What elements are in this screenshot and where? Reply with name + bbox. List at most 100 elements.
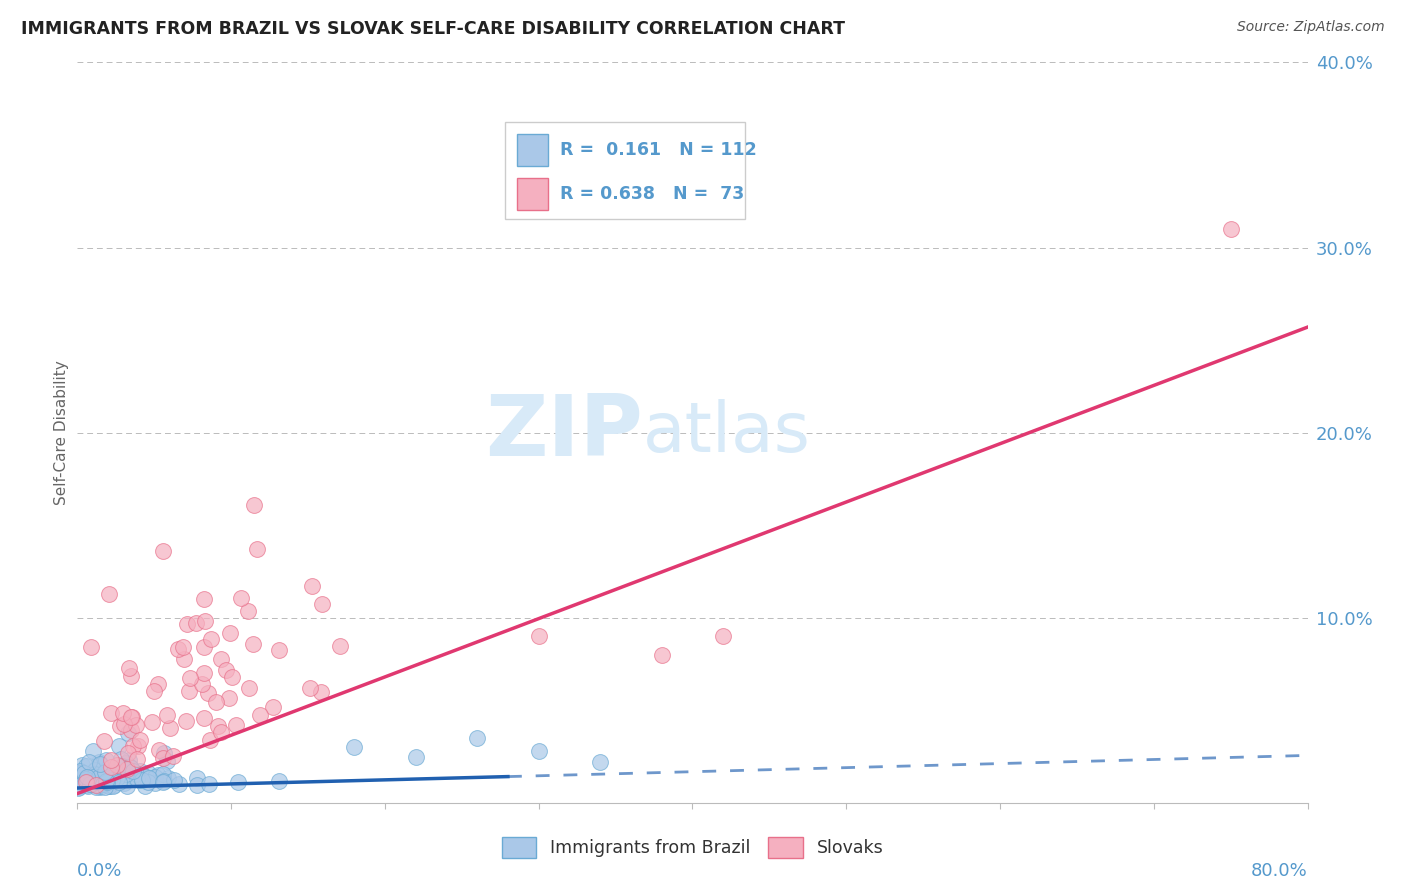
Point	[128, 772, 150, 787]
Point	[89, 758, 111, 772]
Point	[120, 710, 142, 724]
Point	[94, 765, 117, 780]
Point	[82, 773, 104, 788]
Point	[173, 652, 195, 666]
Point	[246, 542, 269, 557]
Point	[120, 669, 142, 683]
Point	[70, 758, 93, 772]
Point	[200, 632, 222, 647]
Point	[194, 614, 217, 628]
Point	[125, 767, 148, 781]
Point	[101, 772, 124, 787]
Point	[176, 616, 198, 631]
Point	[84, 780, 107, 794]
Point	[267, 642, 290, 657]
Point	[167, 641, 190, 656]
Point	[118, 753, 141, 767]
Text: IMMIGRANTS FROM BRAZIL VS SLOVAK SELF-CARE DISABILITY CORRELATION CHART: IMMIGRANTS FROM BRAZIL VS SLOVAK SELF-CA…	[21, 20, 845, 37]
Point	[219, 626, 242, 640]
Point	[91, 771, 114, 785]
Point	[67, 779, 90, 793]
Text: Source: ZipAtlas.com: Source: ZipAtlas.com	[1237, 20, 1385, 34]
Point	[127, 752, 149, 766]
Point	[89, 780, 111, 794]
Point	[115, 756, 138, 770]
Point	[93, 776, 115, 790]
Point	[121, 710, 143, 724]
Point	[193, 591, 215, 606]
Point	[207, 719, 229, 733]
Point	[100, 773, 122, 788]
Point	[125, 772, 148, 786]
Point	[191, 676, 214, 690]
Point	[112, 716, 135, 731]
Point	[83, 771, 105, 785]
Point	[76, 772, 98, 786]
Point	[527, 744, 550, 758]
Point	[110, 752, 132, 766]
Point	[179, 671, 201, 685]
Point	[174, 714, 197, 729]
Point	[228, 775, 250, 789]
Point	[112, 776, 135, 790]
Point	[69, 774, 91, 789]
Point	[155, 754, 177, 768]
Point	[100, 706, 122, 721]
Point	[89, 756, 111, 770]
Text: R = 0.638   N =  73: R = 0.638 N = 73	[560, 185, 744, 202]
Point	[146, 677, 169, 691]
Point	[209, 725, 232, 739]
Point	[200, 733, 222, 747]
Point	[115, 779, 138, 793]
Point	[76, 772, 98, 787]
Point	[87, 779, 110, 793]
Point	[129, 764, 152, 779]
Point	[76, 773, 98, 788]
Point	[82, 767, 104, 781]
Point	[121, 723, 143, 737]
Point	[67, 780, 90, 795]
Point	[69, 778, 91, 792]
Point	[115, 766, 138, 780]
Point	[97, 778, 120, 792]
Point	[269, 774, 291, 789]
Point	[69, 780, 91, 795]
Point	[112, 706, 135, 721]
Point	[87, 778, 110, 792]
Point	[79, 755, 101, 769]
Point	[89, 769, 111, 783]
Point	[236, 604, 259, 618]
Point	[127, 739, 149, 754]
Point	[156, 771, 179, 785]
Point	[209, 652, 232, 666]
Point	[118, 661, 141, 675]
Point	[84, 763, 107, 777]
Point	[193, 640, 215, 654]
Point	[89, 770, 111, 784]
Point	[83, 769, 105, 783]
Point	[97, 763, 120, 777]
Point	[110, 759, 132, 773]
Point	[94, 780, 117, 794]
Point	[100, 753, 122, 767]
Point	[103, 778, 125, 792]
Point	[135, 770, 157, 784]
Point	[76, 776, 98, 790]
Point	[711, 629, 734, 643]
Point	[131, 772, 153, 787]
Point	[76, 778, 98, 792]
Point	[76, 779, 98, 793]
Point	[82, 744, 104, 758]
Point	[249, 707, 271, 722]
Point	[100, 760, 122, 774]
Point	[114, 769, 136, 783]
Point	[120, 761, 142, 775]
Y-axis label: Self-Care Disability: Self-Care Disability	[53, 360, 69, 505]
Point	[153, 746, 176, 760]
Point	[128, 732, 150, 747]
Point	[69, 764, 91, 778]
Point	[153, 774, 176, 789]
Point	[159, 721, 181, 735]
Point	[98, 771, 121, 785]
Point	[152, 750, 174, 764]
